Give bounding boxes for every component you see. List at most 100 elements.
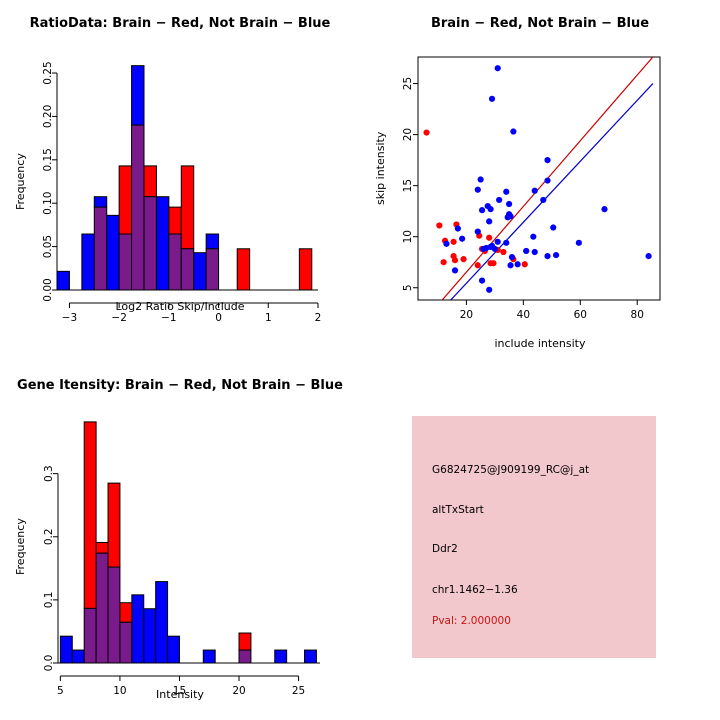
y-axis-tick-label: 0.3 [43, 465, 55, 482]
histogram-bar [81, 233, 95, 291]
gene-histogram-title: Gene Itensity: Brain − Red, Not Brain − … [17, 378, 343, 393]
histogram-bar [236, 248, 251, 291]
scatter-point [530, 233, 537, 240]
scatter-point [540, 196, 547, 204]
y-axis-tick-label: 0.25 [42, 61, 54, 84]
histogram-bar [155, 581, 169, 664]
histogram-bar [143, 608, 157, 664]
histogram-bar-solo [119, 602, 133, 623]
scatter-point [478, 207, 486, 214]
histogram-bar-overlap [93, 206, 108, 291]
info-locus: chr1.1462−1.36 [432, 584, 518, 596]
scatter-point [531, 187, 538, 194]
x-axis-tick-label: 10 [113, 685, 126, 697]
scatter-point [443, 240, 450, 247]
info-probe-id: G6824725@J909199_RC@j_at [432, 464, 590, 476]
y-axis-tick-label: 10 [402, 230, 414, 243]
x-axis-tick-label: 25 [292, 685, 305, 697]
scatter-point [514, 261, 521, 268]
y-axis-tick-label: 0.00 [42, 278, 54, 301]
gene-histogram-plot: 0.0 0.1 0.2 0.3 5 10 15 20 25 [43, 421, 320, 697]
histogram-bar [106, 214, 120, 291]
y-axis-tick-label: 0.2 [43, 528, 55, 545]
scatter-frame [417, 56, 661, 301]
y-axis-tick-label: 0.0 [43, 655, 55, 672]
x-axis-tick-label: 0 [215, 312, 222, 324]
scatter-point [488, 95, 496, 102]
y-axis-tick-label: 0.10 [42, 192, 54, 215]
scatter-point [503, 239, 510, 246]
scatter-plot: 5 10 15 20 25 20 40 60 80 [402, 56, 661, 321]
scatter-point [552, 251, 560, 259]
scatter-point [487, 206, 494, 213]
panel-ratio-histogram: RatioData: Brain − Red, Not Brain − Blue… [0, 0, 360, 360]
scatter-point [544, 252, 551, 260]
histogram-bar [274, 649, 288, 664]
scatter-point [450, 238, 457, 245]
scatter-point [510, 128, 517, 135]
ratio-histogram-plot: 0.00 0.05 0.10 0.15 0.20 0.25 −3 −2 −1 0 1 2 [42, 61, 322, 324]
histogram-bar [304, 649, 317, 664]
x-axis-tick-label: 40 [517, 309, 530, 321]
scatter-point [440, 259, 447, 266]
scatter-point [486, 286, 493, 293]
y-axis-tick-label: 0.1 [43, 592, 55, 609]
x-axis-tick-label: 2 [315, 312, 322, 324]
scatter-point [494, 65, 501, 72]
histogram-bar [202, 649, 216, 664]
panel-gene-histogram: Gene Itensity: Brain − Red, Not Brain − … [0, 360, 360, 720]
scatter-point [506, 200, 513, 208]
scatter-title: Brain − Red, Not Brain − Blue [430, 16, 650, 31]
histogram-bar [167, 635, 180, 664]
histogram-bar-solo [143, 165, 157, 198]
histogram-bar-overlap [180, 248, 195, 291]
scatter-point [436, 222, 443, 229]
y-axis-tick-label: 0.05 [42, 235, 54, 258]
histogram-bar-overlap [131, 124, 145, 291]
scatter-point [496, 196, 503, 204]
ratio-histogram-title: RatioData: Brain − Red, Not Brain − Blue [29, 16, 331, 31]
scatter-point [486, 218, 493, 225]
histogram-bar [155, 196, 170, 291]
histogram-bar-overlap [107, 566, 121, 664]
x-axis-tick-label: 5 [57, 685, 64, 697]
histogram-bar-overlap [143, 196, 157, 291]
panel-annotation-info: G6824725@J909199_RC@j_at altTxStart Ddr2… [360, 360, 720, 720]
gene-histogram-xlabel: Intensity [156, 688, 204, 701]
ratio-histogram-xlabel: Log2 Ratio Skip/Include [115, 300, 245, 313]
scatter-point [521, 261, 528, 268]
x-axis-tick-label: 15 [173, 685, 186, 697]
scatter-point [459, 235, 466, 242]
scatter-point [601, 206, 608, 213]
info-event-type: altTxStart [432, 504, 484, 516]
scatter-point [423, 129, 430, 136]
scatter-point [507, 262, 514, 269]
histogram-bar [298, 248, 313, 291]
blue-regression-line [450, 83, 654, 300]
scatter-point [486, 234, 493, 241]
histogram-bar-solo [238, 632, 252, 651]
x-axis-tick-label: 60 [574, 309, 587, 321]
scatter-ylabel: skip intensity [374, 131, 387, 205]
histogram-bar-solo [93, 196, 108, 208]
histogram-bar-overlap [168, 233, 182, 291]
scatter-point [460, 256, 467, 263]
x-axis-tick-label: 20 [460, 309, 473, 321]
scatter-point [491, 245, 498, 253]
scatter-point [494, 238, 501, 245]
histogram-bar [59, 635, 73, 664]
scatter-point [478, 277, 486, 284]
scatter-point [454, 225, 461, 232]
scatter-point [474, 262, 481, 269]
histogram-bar-solo [131, 65, 145, 126]
histogram-bar-overlap [95, 552, 109, 664]
x-axis-tick-label: 20 [232, 685, 245, 697]
scatter-point [645, 252, 652, 260]
scatter-point [500, 248, 507, 256]
scatter-point [451, 257, 459, 264]
scatter-point [451, 267, 459, 274]
info-background [412, 416, 656, 658]
scatter-point [575, 239, 582, 246]
scatter-point [531, 248, 538, 256]
